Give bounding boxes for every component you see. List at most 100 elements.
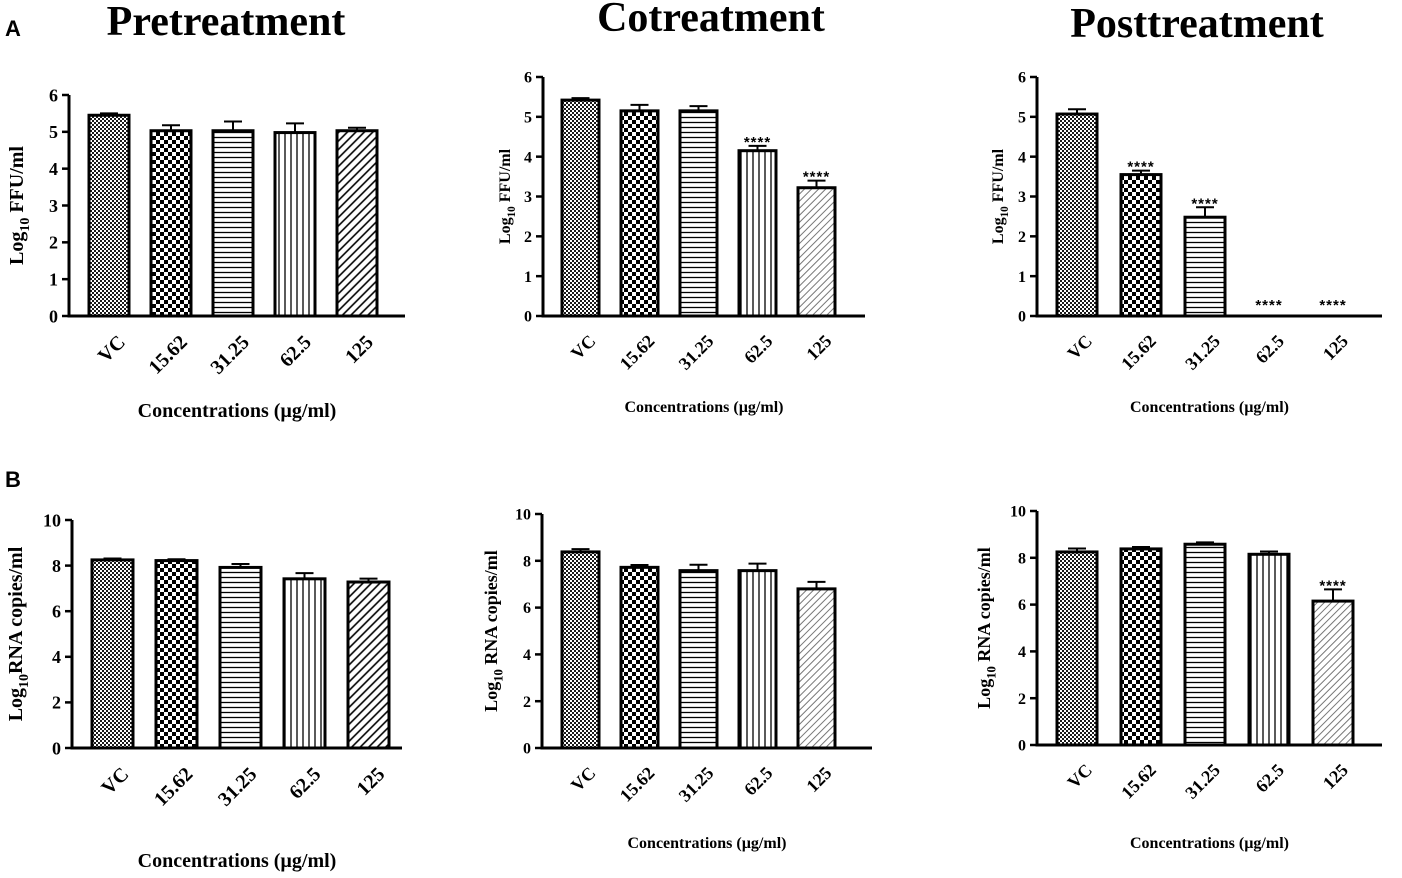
y-tick-label: 1: [1018, 269, 1026, 286]
y-axis-title-rest: FFU/ml: [990, 148, 1007, 206]
y-tick-label: 1: [524, 269, 532, 286]
y-axis-title-main: Log: [6, 232, 28, 265]
y-tick-label: 5: [524, 109, 532, 126]
significance-label: ****: [1191, 195, 1218, 212]
y-axis-title-sub: 10: [984, 666, 998, 679]
y-tick-label: 2: [49, 233, 58, 253]
y-tick-label: 10: [43, 510, 61, 530]
bar: [154, 559, 199, 750]
x-tick-label: 125: [802, 763, 835, 796]
bar: [796, 587, 837, 750]
y-axis-title-rest: RNA copies/ml: [974, 547, 994, 666]
y-tick-label: 3: [49, 196, 58, 216]
chart-A-post: 0 1 2 3 4 5 6 VC **** 15.62 **** 31.25 **** 62.5 **** 1…: [990, 70, 1382, 416]
significance-label: ****: [1127, 159, 1154, 176]
y-tick-label: 0: [49, 306, 58, 326]
bar: [273, 131, 317, 318]
bar: [218, 565, 263, 750]
bar: [211, 129, 255, 318]
bar: [1055, 550, 1099, 747]
y-tick-label: 2: [524, 229, 532, 246]
y-tick-label: 4: [1018, 149, 1026, 166]
chart-A-co: 0 1 2 3 4 5 6 VC 15.62 31.25 **** 62.5 **** 125 Concen…: [497, 70, 865, 416]
y-axis-title: Log10 RNA copies/ml: [481, 550, 505, 712]
x-tick-label: VC: [97, 763, 133, 799]
x-tick-label: 125: [802, 331, 835, 364]
y-tick-label: 10: [515, 507, 531, 524]
significance-label: ****: [744, 134, 771, 151]
chart-B-post: 0 2 4 6 8 10 VC 15.62 31.25 62.5 **** 125 Concentrat…: [974, 504, 1382, 852]
x-tick-label: 15.62: [150, 763, 197, 810]
y-tick-label: 8: [1018, 550, 1026, 567]
chart-B-co: 0 2 4 6 8 10 VC 15.62 31.25 62.5 125 Concentrations…: [481, 507, 872, 852]
y-tick-label: 6: [523, 600, 531, 617]
bar: [335, 129, 379, 318]
x-tick-label: 125: [1319, 760, 1352, 793]
y-tick-label: 5: [1018, 109, 1026, 126]
y-tick-label: 6: [1018, 597, 1026, 614]
bar: [678, 109, 719, 318]
bar: [796, 186, 837, 318]
bar: [1055, 112, 1099, 318]
x-tick-label: 15.62: [1117, 331, 1160, 374]
y-tick-label: 6: [52, 602, 61, 622]
significance-label: ****: [1255, 297, 1282, 314]
x-tick-label: 31.25: [1181, 760, 1224, 803]
x-tick-label: 15.62: [1117, 760, 1160, 803]
x-tick-label: 31.25: [206, 331, 253, 378]
column-title-pretreatment: Pretreatment: [107, 0, 346, 45]
bar: [1119, 173, 1163, 318]
bar: [737, 149, 778, 318]
y-axis-title-sub: 10: [506, 206, 518, 218]
x-tick-label: VC: [567, 763, 600, 796]
y-tick-label: 0: [524, 309, 532, 326]
x-tick-label: VC: [567, 331, 600, 364]
column-title-posttreatment: Posttreatment: [1070, 1, 1323, 47]
y-axis-title-rest: FFU/ml: [497, 148, 514, 206]
bar: [1119, 547, 1163, 747]
y-tick-label: 4: [49, 159, 58, 179]
significance-label: ****: [803, 169, 830, 186]
x-tick-label: 31.25: [675, 763, 718, 806]
y-tick-label: 6: [524, 70, 532, 87]
y-tick-label: 4: [523, 647, 531, 664]
y-tick-label: 10: [1010, 504, 1026, 521]
panel-label-a: A: [5, 16, 21, 41]
bar: [678, 569, 719, 750]
y-axis-title-sub: 10: [17, 674, 32, 688]
y-axis-title: Log10 FFU/ml: [497, 148, 518, 244]
x-tick-label: 15.62: [144, 331, 191, 378]
y-tick-label: 2: [523, 694, 531, 711]
y-axis-title-main: Log: [990, 217, 1007, 244]
bar: [1183, 542, 1227, 747]
y-tick-label: 6: [1018, 70, 1026, 87]
y-axis-title-rest: RNA copies/ml: [481, 550, 501, 669]
x-tick-label: 31.25: [214, 763, 261, 810]
y-tick-label: 0: [523, 741, 531, 758]
y-tick-label: 5: [49, 122, 58, 142]
y-tick-label: 2: [1018, 229, 1026, 246]
bar: [619, 109, 660, 318]
bar: [737, 569, 778, 750]
y-axis-title-sub: 10: [491, 669, 505, 682]
significance-label: ****: [1319, 577, 1346, 594]
bar: [619, 565, 660, 750]
y-tick-label: 3: [1018, 189, 1026, 206]
y-axis-title-main: Log: [497, 217, 514, 244]
x-tick-label: 125: [341, 331, 378, 368]
y-axis-title-main: Log: [5, 688, 27, 721]
x-axis-title: Concentrations (µg/ml): [628, 835, 787, 852]
x-tick-label: VC: [94, 331, 130, 367]
chart-B-pre: 0 2 4 6 8 10 VC 15.62 31.25 62.5 125 Concentrations…: [5, 510, 402, 872]
chart-A-pre: 0 1 2 3 4 5 6 VC 15.62 31.25 62.5 125 Concentrations…: [6, 85, 405, 422]
bar: [560, 550, 601, 750]
x-axis-title: Concentrations (µg/ml): [138, 850, 337, 872]
y-axis-title-rest: FFU/ml: [6, 146, 28, 218]
y-tick-label: 6: [49, 85, 58, 105]
y-axis-title: Log10RNA copies/ml: [5, 546, 32, 721]
y-axis-title-main: Log: [974, 679, 994, 709]
y-tick-label: 0: [52, 738, 61, 758]
bar: [282, 577, 327, 750]
